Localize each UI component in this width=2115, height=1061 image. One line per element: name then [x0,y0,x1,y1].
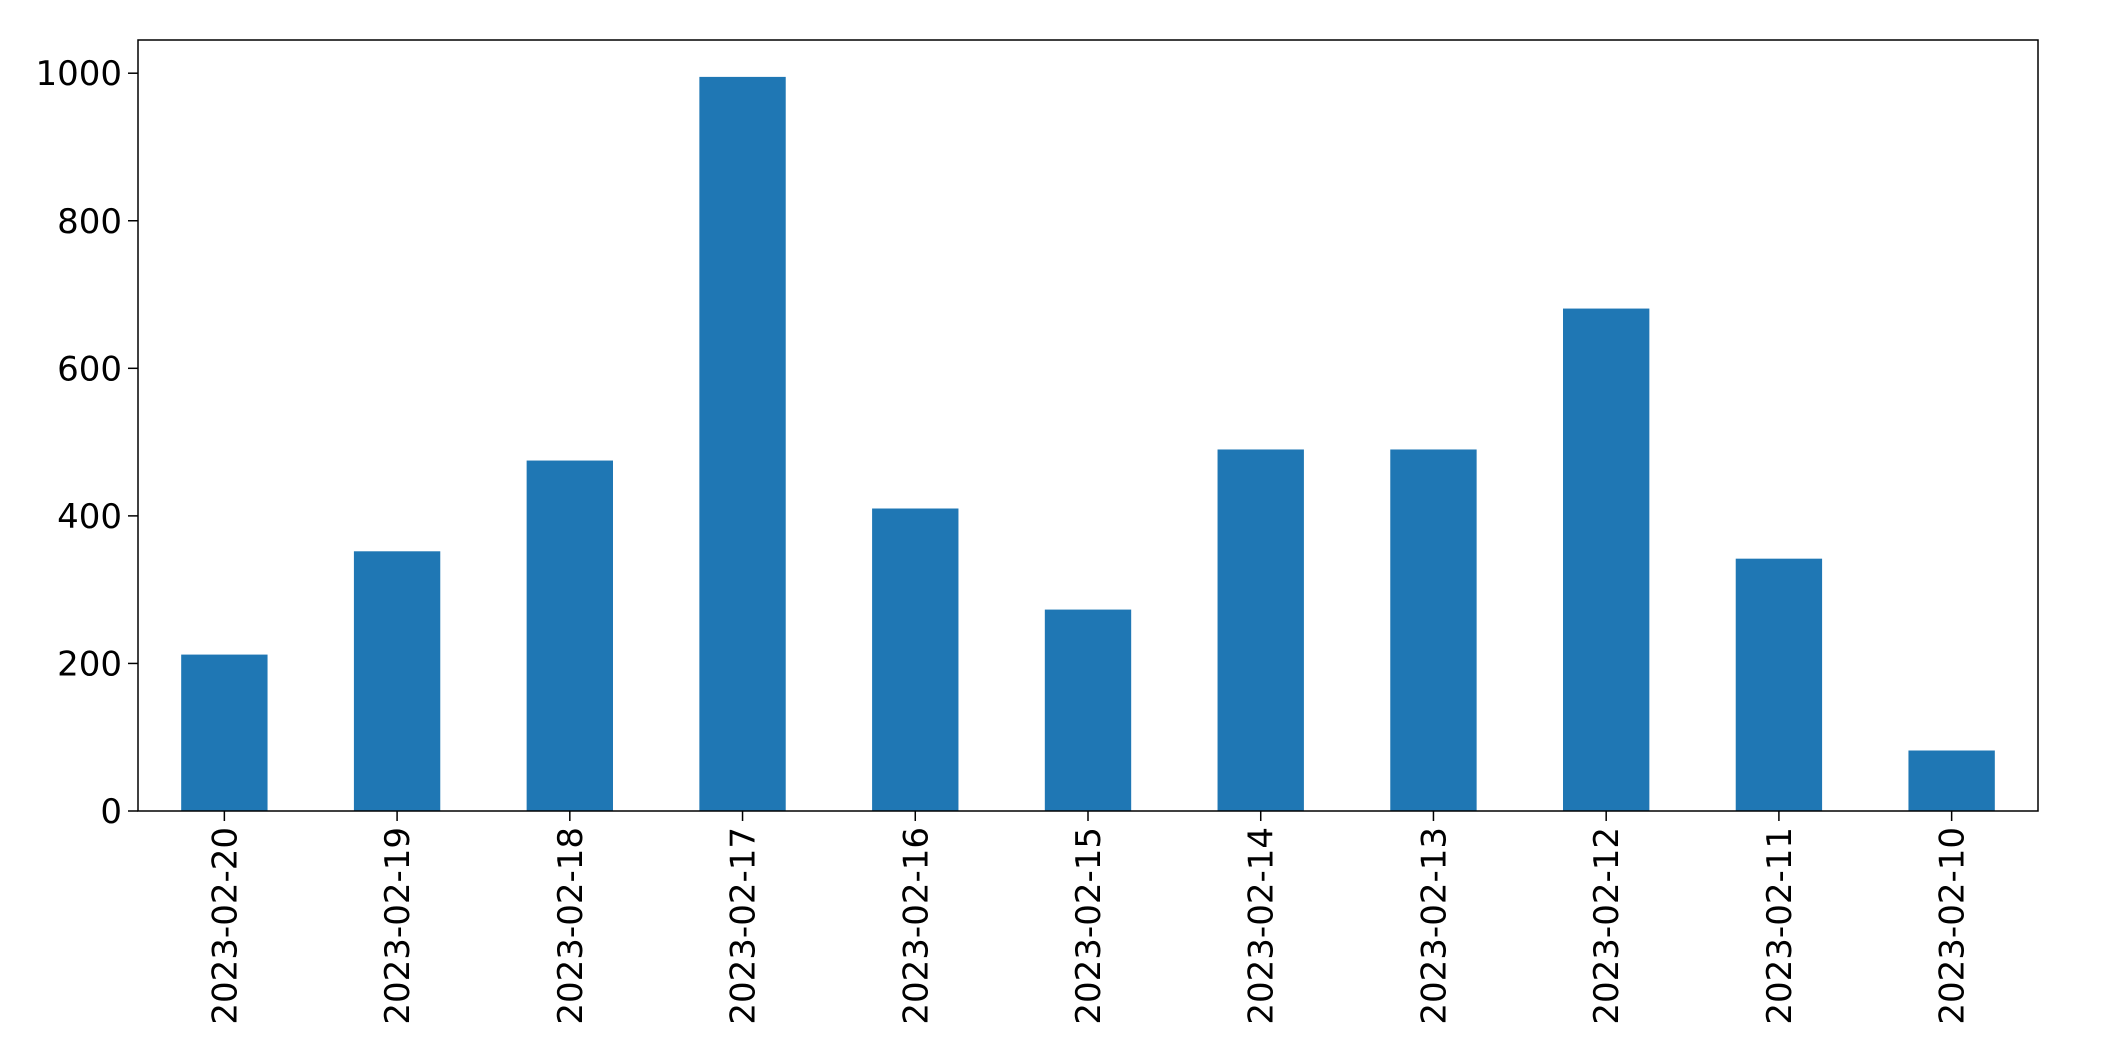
plot-frame [137,39,2039,812]
x-tick-label: 2023-02-20 [205,827,245,1025]
bar-2023-02-12 [1563,308,1650,811]
bar-2023-02-19 [353,551,441,811]
bar-2023-02-16 [872,508,959,811]
y-tick-label: 400 [57,497,122,537]
bars [181,76,1995,811]
bar-2023-02-10 [1908,750,1995,811]
y-tick-label: 1000 [35,54,122,94]
bar-2023-02-20 [181,654,268,811]
y-tick-label: 0 [100,792,122,832]
x-tick-label: 2023-02-10 [1933,827,1973,1025]
x-tick-label: 2023-02-18 [551,827,591,1025]
x-tick-label: 2023-02-19 [378,827,418,1025]
bar-2023-02-15 [1044,609,1132,811]
axis-ticks: 2023-02-20 2023-02-19 2023-02-18 2023-02-17… [35,54,1972,1024]
bar-2023-02-18 [526,460,613,811]
y-tick-label: 200 [57,644,122,684]
bar-2023-02-13 [1390,449,1477,811]
x-tick-label: 2023-02-17 [724,827,764,1025]
y-tick-label: 800 [57,202,122,242]
x-tick-label: 2023-02-11 [1760,827,1800,1025]
bar-2023-02-14 [1217,449,1304,811]
x-tick-label: 2023-02-14 [1242,827,1282,1025]
bar-2023-02-17 [699,76,786,811]
x-tick-label: 2023-02-15 [1069,827,1109,1025]
y-tick-label: 600 [57,349,122,389]
x-tick-label: 2023-02-13 [1414,827,1454,1025]
x-tick-label: 2023-02-12 [1587,827,1627,1025]
x-tick-label: 2023-02-16 [896,827,936,1025]
bar-2023-02-11 [1735,558,1823,811]
